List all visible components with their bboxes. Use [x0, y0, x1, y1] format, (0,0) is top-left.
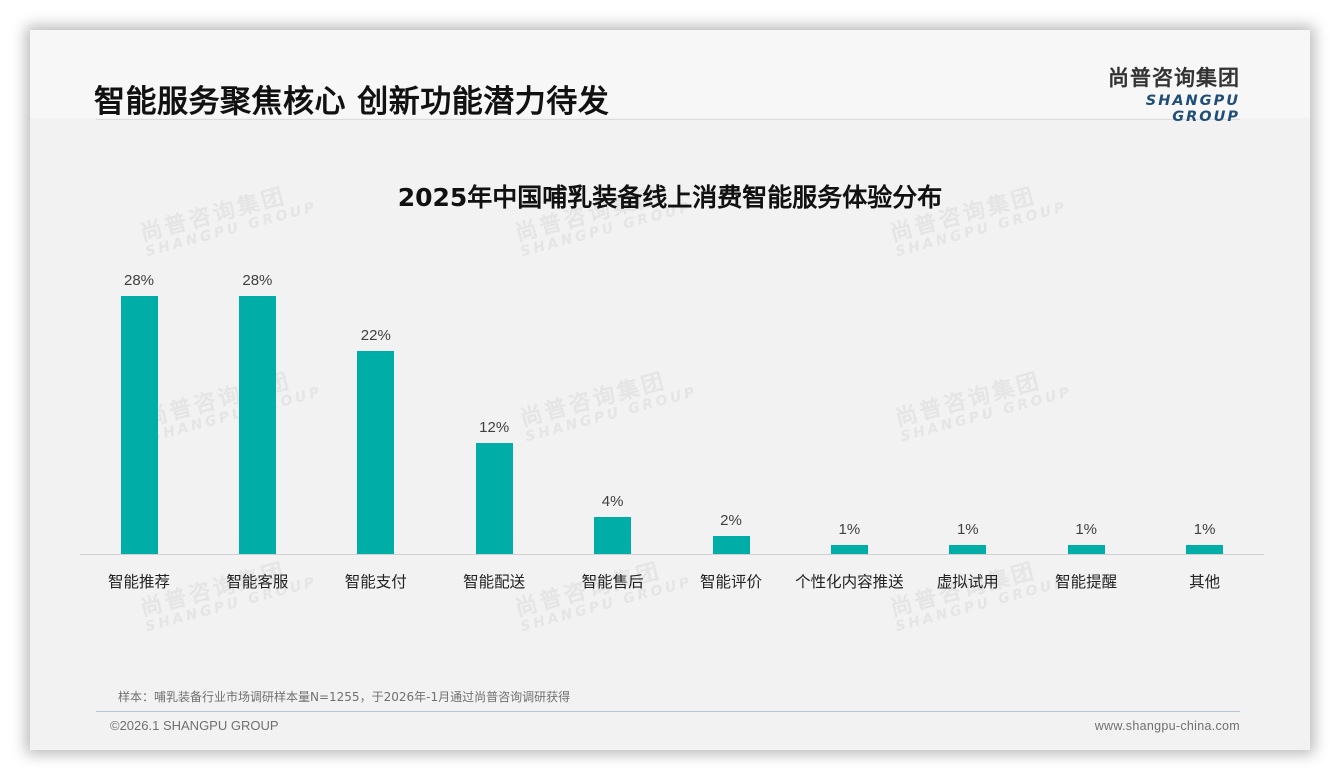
- category-label: 智能推荐: [107, 573, 170, 591]
- category-label: 智能支付: [344, 573, 407, 591]
- bar: [475, 443, 513, 554]
- watermark-cn: 尚普咨询集团: [517, 368, 670, 432]
- bar-value-label: 1%: [956, 520, 979, 538]
- bar: [830, 544, 868, 554]
- category-label: 智能评价: [699, 573, 762, 591]
- slide: 智能服务聚焦核心 创新功能潜力待发 尚普咨询集团 SHANGPU GROUP 尚…: [30, 30, 1310, 750]
- watermark: 尚普咨询集团 SHANGPU GROUP: [142, 363, 325, 446]
- bar-value-label: 28%: [242, 272, 273, 289]
- category-label: 智能配送: [463, 573, 526, 591]
- bar-value-label: 1%: [838, 520, 861, 538]
- bar: [238, 296, 276, 554]
- company-logo: 尚普咨询集团 SHANGPU GROUP: [1088, 62, 1240, 125]
- bar-value-label: 12%: [479, 419, 510, 437]
- title-divider: [96, 119, 1240, 120]
- watermark-cn: 尚普咨询集团: [892, 368, 1045, 432]
- logo-chinese: 尚普咨询集团: [1108, 66, 1240, 90]
- category-label: 智能售后: [581, 573, 644, 591]
- bar: [594, 517, 632, 554]
- bar-value-label: 1%: [1075, 520, 1098, 538]
- bar: [712, 535, 750, 554]
- sample-note: 样本：哺乳装备行业市场调研样本量N=1255，于2026年-1月通过尚普咨询调研…: [118, 690, 571, 704]
- copyright-text: ©2026.1 SHANGPU GROUP: [110, 718, 279, 733]
- bar: [949, 544, 987, 554]
- watermark: 尚普咨询集团 SHANGPU GROUP: [517, 363, 700, 446]
- footer-divider: [96, 711, 1240, 712]
- watermark: 尚普咨询集团 SHANGPU GROUP: [513, 553, 694, 636]
- bar-value-label: 4%: [601, 493, 624, 511]
- category-label: 个性化内容推送: [795, 573, 904, 591]
- watermark: 尚普咨询集团 SHANGPU GROUP: [138, 553, 319, 636]
- bar: [1186, 544, 1224, 554]
- watermark-en: SHANGPU GROUP: [148, 384, 325, 446]
- category-label: 虚拟试用: [936, 573, 999, 591]
- header-band: [30, 30, 1310, 118]
- watermark: 尚普咨询集团 SHANGPU GROUP: [892, 363, 1075, 446]
- bar: [120, 296, 158, 554]
- watermark-cn: 尚普咨询集团: [142, 368, 295, 432]
- watermark: 尚普咨询集团 SHANGPU GROUP: [888, 553, 1069, 636]
- watermark-en: SHANGPU GROUP: [898, 384, 1075, 446]
- logo-english: SHANGPU GROUP: [1145, 93, 1240, 125]
- x-axis-line: [80, 554, 1264, 555]
- bar-value-label: 28%: [123, 272, 155, 289]
- bar-value-label: 1%: [1193, 520, 1216, 538]
- bar-value-label: 2%: [720, 511, 742, 529]
- website-link[interactable]: www.shangpu-china.com: [1094, 719, 1240, 733]
- bar-value-label: 22%: [360, 327, 391, 345]
- chart-title: 2025年中国哺乳装备线上消费智能服务体验分布: [397, 183, 943, 212]
- bar: [357, 351, 395, 554]
- category-label: 其他: [1189, 573, 1221, 591]
- category-label: 智能提醒: [1055, 573, 1118, 591]
- page-title: 智能服务聚焦核心 创新功能潜力待发: [94, 84, 610, 120]
- bar: [1067, 544, 1105, 554]
- watermark-en: SHANGPU GROUP: [523, 384, 700, 446]
- category-label: 智能客服: [226, 573, 289, 591]
